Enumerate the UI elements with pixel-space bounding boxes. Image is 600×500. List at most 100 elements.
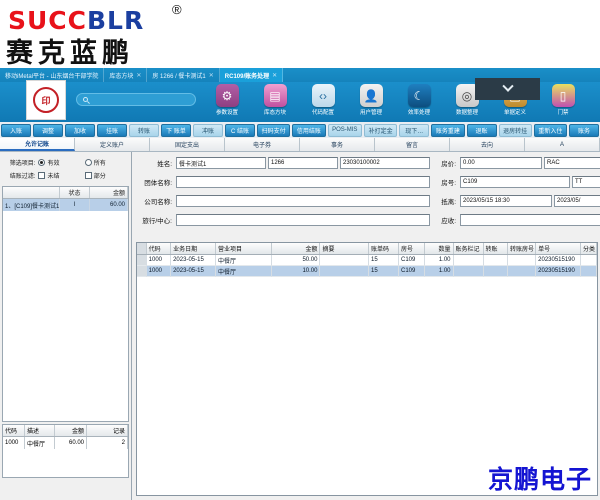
action-button-12[interactable]: 现下… xyxy=(399,123,430,137)
transaction-grid[interactable]: 代码 业务日期 营业项目 金额 摘要 账单码 房号 数量 账务栏记 转账 转账房号 单号 分类 1000… xyxy=(136,242,598,496)
form-label: 抵离: xyxy=(441,199,456,206)
action-button-9[interactable]: 信用结账 xyxy=(292,123,326,137)
sub-tab-3[interactable]: 电子券 xyxy=(225,138,300,151)
form-input-right-1-1[interactable]: TT xyxy=(572,176,600,188)
search-input[interactable] xyxy=(76,93,196,106)
action-button-13[interactable]: 账务重建 xyxy=(431,123,465,137)
row-selector[interactable] xyxy=(137,255,147,266)
action-button-2[interactable]: 加收 xyxy=(65,123,95,137)
account-list-grid[interactable]: 状态 金额 1、[C109]餐卡测试1 I 60.00 xyxy=(2,186,129,422)
grid-col-item[interactable]: 营业项目 xyxy=(216,243,272,254)
summary-row[interactable]: 1000 中餐厅 60.00 2 xyxy=(3,437,128,449)
sub-tab-5[interactable]: 留言 xyxy=(375,138,450,151)
close-icon[interactable]: ✕ xyxy=(136,72,142,79)
grid-col-qty[interactable]: 数量 xyxy=(425,243,454,254)
action-button-3[interactable]: 挂账 xyxy=(97,123,127,137)
action-button-1[interactable]: 调整 xyxy=(33,123,63,137)
radio-icon[interactable] xyxy=(38,159,46,166)
action-button-14[interactable]: 退账 xyxy=(466,123,497,137)
cell-transfer xyxy=(483,266,508,277)
cell-transfer_room xyxy=(507,266,537,277)
sub-tab-7[interactable]: A xyxy=(525,138,600,151)
action-button-6[interactable]: 冲账 xyxy=(193,123,223,137)
sub-tab-2[interactable]: 固定支出 xyxy=(150,138,225,151)
grid-col-transfer[interactable]: 转账 xyxy=(484,243,508,254)
form-input-left-0-2[interactable]: 23030100002 xyxy=(340,157,430,169)
close-icon[interactable]: ✕ xyxy=(272,72,278,79)
form-line-left-3: 旅行/中心: xyxy=(136,213,430,227)
grid-col-code[interactable]: 代码 xyxy=(147,243,172,254)
form-input-right-0-1[interactable]: RAC xyxy=(544,157,600,169)
form-input-left-3-0[interactable] xyxy=(176,214,430,226)
action-button-7[interactable]: C 结账 xyxy=(225,123,255,137)
form-input-right-3-0[interactable] xyxy=(460,214,600,226)
form-input-left-0-0[interactable]: 餐卡测试1 xyxy=(176,157,266,169)
toolbar-icon-5[interactable]: ◎ 数据整理 xyxy=(448,84,486,116)
grid-col-amount[interactable]: 金额 xyxy=(272,243,321,254)
table-row[interactable]: 1000 2023-05-15 中餐厅 10.00 15 C109 1.00 20230515… xyxy=(137,266,597,277)
toolbar-dropdown-button[interactable] xyxy=(475,78,540,100)
grid-col-room[interactable]: 房号 xyxy=(399,243,426,254)
action-button-17[interactable]: 账务 xyxy=(569,123,600,137)
sub-tab-4[interactable]: 事务 xyxy=(300,138,375,151)
action-button-16[interactable]: 重新入住 xyxy=(533,123,568,137)
sub-tab-1[interactable]: 定义账户 xyxy=(75,138,150,151)
toolbar-icon-0[interactable]: ⚙ 参数设置 xyxy=(208,84,246,116)
toolbar-icon-1[interactable]: ▤ 库态方块 xyxy=(256,84,294,116)
summary-col-amount: 金额 xyxy=(55,425,87,436)
action-button-5[interactable]: 下 账单 xyxy=(161,123,191,137)
sub-tab-0[interactable]: 允许记账 xyxy=(0,138,75,151)
filter-group: 筛选项目: 有效 所有 结账过滤: 未结 部分 xyxy=(0,152,131,184)
summary-grid[interactable]: 代码 描述 金额 记录 1000 中餐厅 60.00 2 xyxy=(2,424,129,478)
form-input-left-0-1[interactable]: 1266 xyxy=(268,157,338,169)
grid-col-transfer_room[interactable]: 转账房号 xyxy=(508,243,537,254)
account-list-header: 状态 金额 xyxy=(3,187,128,199)
grid-col-no[interactable]: 单号 xyxy=(536,243,581,254)
filter-option-0-1[interactable]: 所有 xyxy=(84,158,128,167)
cell-qty: 1.00 xyxy=(425,266,454,277)
grid-col-bill[interactable]: 账单码 xyxy=(369,243,400,254)
form-input-left-1-0[interactable] xyxy=(176,176,430,188)
action-button-11[interactable]: 补打定金 xyxy=(364,123,398,137)
browser-tab-0[interactable]: 移动iMetal平台 - 山东烟台干部学院 xyxy=(0,68,105,82)
row-selector[interactable] xyxy=(137,266,147,277)
grid-col-date[interactable]: 业务日期 xyxy=(171,243,216,254)
filter-option-1-0[interactable]: 未结 xyxy=(38,171,81,180)
form-input-left-2-0[interactable] xyxy=(176,195,430,207)
form-input-right-2-0[interactable]: 2023/05/15 18:30 xyxy=(460,195,552,207)
form-input-right-2-1[interactable]: 2023/05/ xyxy=(554,195,600,207)
grid-col-cls[interactable]: 分类 xyxy=(581,243,597,254)
browser-tab-3[interactable]: RC109/账务处理 ✕ xyxy=(219,68,284,82)
action-button-15[interactable]: 退房转挂 xyxy=(498,123,532,137)
radio-icon[interactable] xyxy=(84,159,92,166)
toolbar-icon-4[interactable]: ☾ 效率处理 xyxy=(400,84,438,116)
toolbar-icon-7[interactable]: ▯ 门禁 xyxy=(544,84,582,116)
browser-tab-1[interactable]: 库态方块 ✕ xyxy=(104,68,148,82)
cell-transfer xyxy=(483,255,508,266)
filter-option-0-0[interactable]: 有效 xyxy=(38,158,81,167)
form-line-left-0: 姓名: 餐卡测试1 1266 23030100002 xyxy=(136,156,430,170)
action-button-8[interactable]: 扫码支付 xyxy=(257,123,291,137)
checkbox-icon[interactable] xyxy=(84,172,92,179)
cell-code: 1000 xyxy=(146,255,172,266)
action-button-0[interactable]: 入账 xyxy=(1,123,31,137)
grid-col-memo[interactable]: 摘要 xyxy=(320,243,369,254)
action-button-4[interactable]: 转账 xyxy=(129,123,159,137)
toolbar-icon-3[interactable]: 👤 用户管理 xyxy=(352,84,390,116)
cell-no: 20230515190 xyxy=(536,266,581,277)
summary-row-code: 1000 xyxy=(3,437,25,449)
toolbar-icon-2[interactable]: ‹› 代码配置 xyxy=(304,84,342,116)
sub-tab-6[interactable]: 去向 xyxy=(450,138,525,151)
browser-tab-2[interactable]: 房 1266 / 餐卡测试1 ✕ xyxy=(147,68,220,82)
table-row[interactable]: 1000 2023-05-15 中餐厅 50.00 15 C109 1.00 20230515… xyxy=(137,255,597,266)
filter-option-1-1[interactable]: 部分 xyxy=(84,171,128,180)
cell-date: 2023-05-15 xyxy=(171,255,216,266)
grid-col-mark[interactable]: 账务栏记 xyxy=(454,243,484,254)
action-button-10[interactable]: POS-MIS xyxy=(327,123,363,137)
form-input-right-1-0[interactable]: C109 xyxy=(460,176,570,188)
checkbox-icon[interactable] xyxy=(38,172,46,179)
form-input-right-0-0[interactable]: 0.00 xyxy=(460,157,542,169)
account-list-row[interactable]: 1、[C109]餐卡测试1 I 60.00 xyxy=(3,199,128,211)
close-icon[interactable]: ✕ xyxy=(208,72,214,79)
cell-bill: 15 xyxy=(369,266,400,277)
